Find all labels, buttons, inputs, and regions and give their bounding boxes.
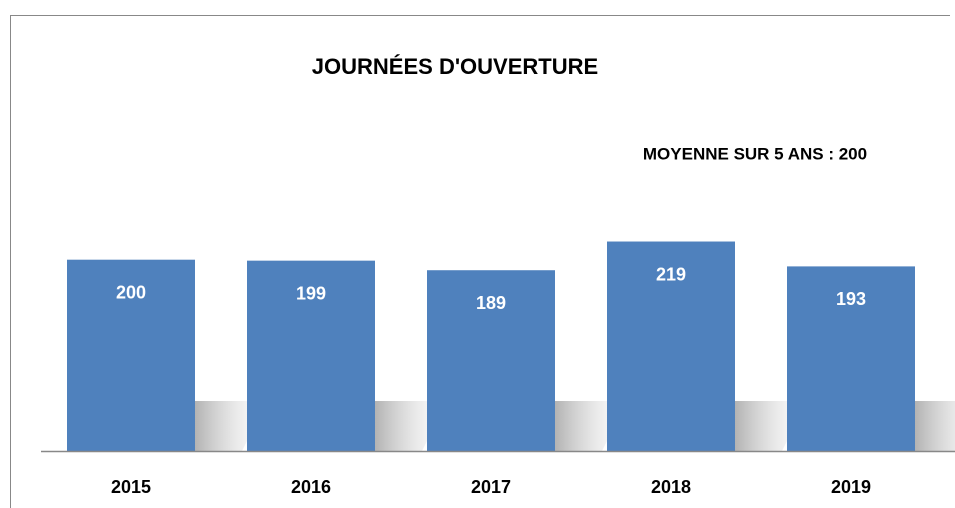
bar-shadow (915, 401, 955, 451)
data-label: 189 (476, 293, 506, 313)
x-tick-label: 2015 (111, 477, 151, 497)
bar (787, 266, 915, 451)
data-label: 200 (116, 282, 146, 302)
bar (247, 260, 375, 451)
x-tick-label: 2016 (291, 477, 331, 497)
chart-title: JOURNÉES D'OUVERTURE (312, 54, 598, 79)
data-label: 219 (656, 264, 686, 284)
x-tick-label: 2018 (651, 477, 691, 497)
annotation: MOYENNE SUR 5 ANS : 200 (643, 144, 867, 163)
x-tick-label: 2017 (471, 477, 511, 497)
bar (607, 241, 735, 451)
bar (427, 270, 555, 451)
data-label: 193 (836, 289, 866, 309)
data-label: 199 (296, 283, 326, 303)
x-tick-label: 2019 (831, 477, 871, 497)
bar (67, 259, 195, 451)
